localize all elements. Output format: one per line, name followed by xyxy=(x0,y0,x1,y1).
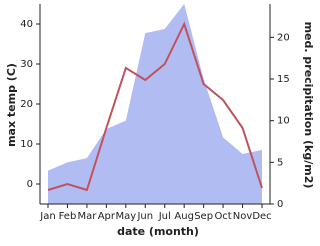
y2-axis-label: med. precipitation (kg/m2) xyxy=(302,22,315,189)
y-tick-label: 30 xyxy=(20,59,33,70)
y2-tick-label: 20 xyxy=(277,32,290,43)
x-tick-label: Jun xyxy=(136,211,153,222)
x-tick-label: Oct xyxy=(214,211,231,222)
y-tick-label: 40 xyxy=(20,19,33,30)
x-tick-label: Dec xyxy=(252,211,271,222)
x-tick-label: Aug xyxy=(174,211,194,222)
x-tick-label: Feb xyxy=(59,211,77,222)
x-tick-label: Mar xyxy=(77,211,97,222)
x-tick-label: Nov xyxy=(233,211,253,222)
y-axis-label: max temp (C) xyxy=(5,63,18,147)
x-axis-label: date (month) xyxy=(117,225,199,238)
x-tick-label: Apr xyxy=(98,211,116,222)
y-tick-label: 10 xyxy=(20,139,33,150)
y-tick-label: 0 xyxy=(27,179,33,190)
y2-tick-label: 15 xyxy=(277,74,290,85)
x-tick-label: May xyxy=(115,211,136,222)
y2-tick-label: 0 xyxy=(277,199,283,210)
x-tick-label: Sep xyxy=(194,211,213,222)
y2-tick-label: 10 xyxy=(277,116,290,127)
x-tick-label: Jan xyxy=(39,211,55,222)
x-tick-label: Jul xyxy=(158,211,171,222)
precipitation-area xyxy=(48,4,262,204)
y-tick-label: 20 xyxy=(20,99,33,110)
y2-tick-label: 5 xyxy=(277,157,283,168)
chart: date (month) max temp (C) med. precipita… xyxy=(5,4,315,238)
temp-line xyxy=(47,21,263,192)
